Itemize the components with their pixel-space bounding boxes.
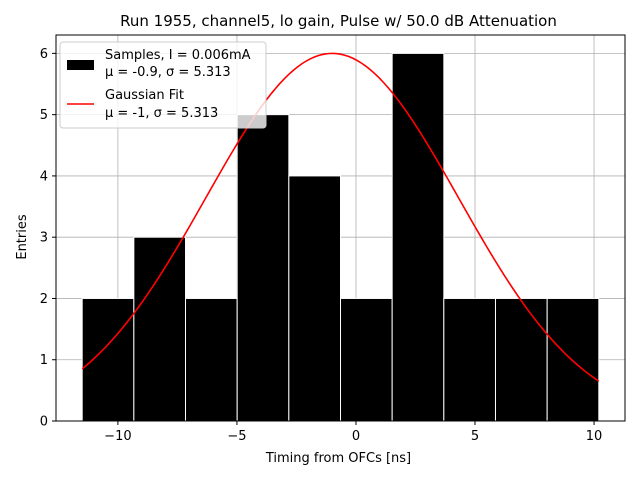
y-tick-label: 1 <box>40 353 48 368</box>
legend-label-samples: Samples, I = 0.006mA <box>105 48 251 63</box>
histogram-bar <box>236 114 290 422</box>
histogram-bar <box>340 297 393 422</box>
histogram-bar <box>494 297 548 422</box>
histogram-bar <box>391 52 445 422</box>
plot-frame <box>55 34 626 422</box>
x-axis-ticks: −10 −5 0 5 10 <box>104 421 602 444</box>
legend-box <box>59 41 267 129</box>
histogram-bar <box>546 297 600 422</box>
legend-label-fit-stats: μ = -1, σ = 5.313 <box>105 106 218 121</box>
x-tick-label: −10 <box>104 429 131 444</box>
histogram-bar <box>443 297 496 422</box>
histogram-bar <box>288 175 341 422</box>
y-tick-label: 5 <box>40 108 48 123</box>
chart-title: Run 1955, channel5, lo gain, Pulse w/ 50… <box>120 12 557 30</box>
x-tick-label: 0 <box>352 429 360 444</box>
legend-label-fit: Gaussian Fit <box>105 88 184 103</box>
y-axis-label: Entries <box>15 214 30 260</box>
x-tick-label: 10 <box>586 429 603 444</box>
gaussian-fit-line <box>81 52 600 382</box>
x-tick-label: 5 <box>471 429 479 444</box>
histogram-bar <box>81 297 135 422</box>
y-tick-label: 2 <box>40 292 48 307</box>
legend-swatch-samples <box>67 60 94 70</box>
legend-label-samples-stats: μ = -0.9, σ = 5.313 <box>105 65 231 80</box>
legend: Samples, I = 0.006mA μ = -0.9, σ = 5.313… <box>59 41 267 129</box>
histogram-bar <box>133 236 187 422</box>
x-axis-label: Timing from OFCs [ns] <box>265 451 411 466</box>
histogram-bar <box>185 297 238 422</box>
y-tick-label: 3 <box>40 231 48 246</box>
x-tick-label: −5 <box>227 429 246 444</box>
y-tick-label: 6 <box>40 47 48 62</box>
y-tick-label: 4 <box>40 169 48 184</box>
y-tick-label: 0 <box>40 415 48 430</box>
y-axis-ticks: 0 1 2 3 4 5 6 <box>40 47 56 430</box>
histogram-bars <box>81 52 600 422</box>
